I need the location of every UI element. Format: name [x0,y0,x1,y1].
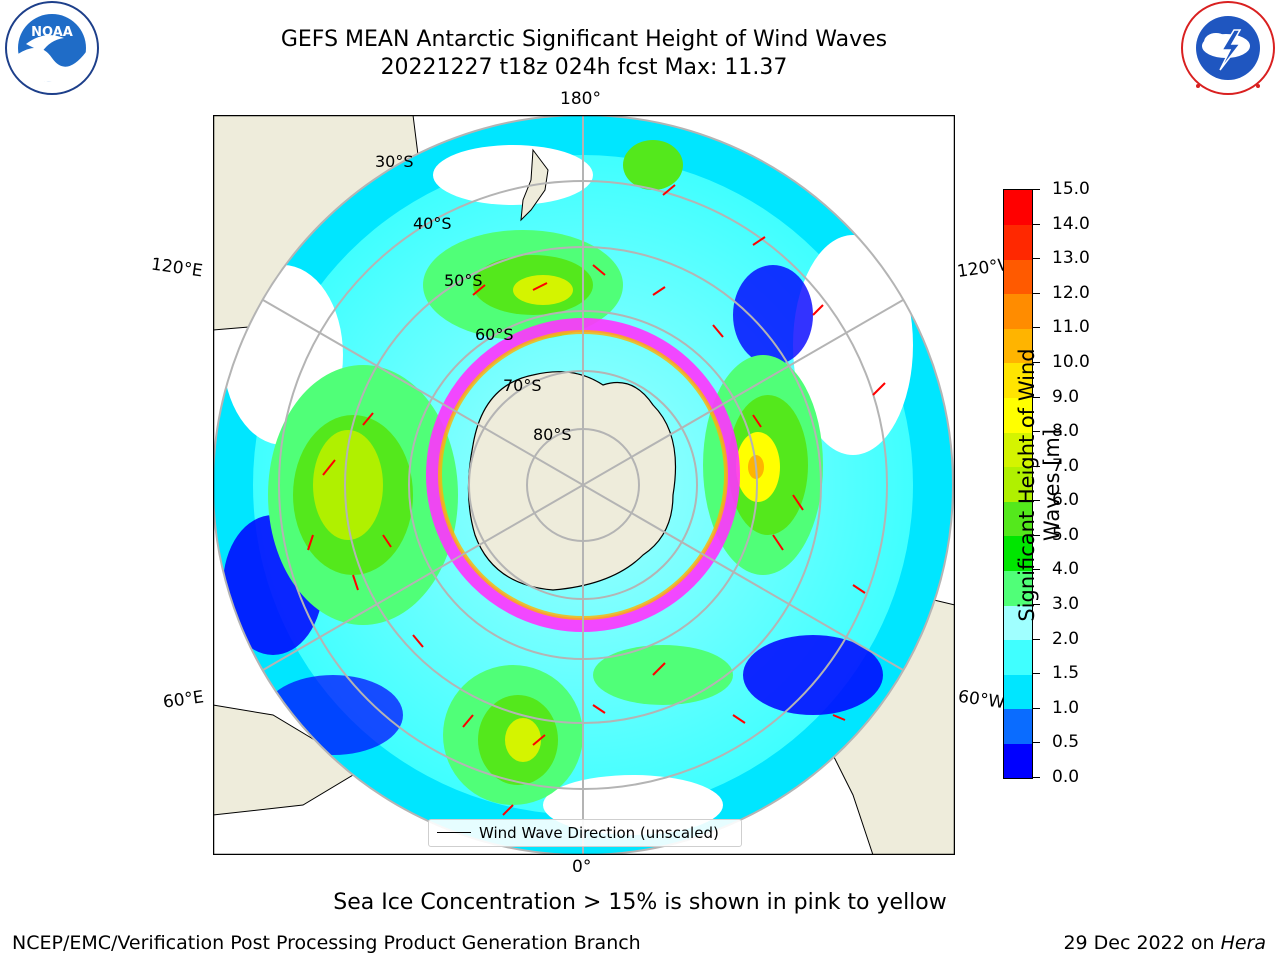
colorbar-tick-mark [1033,673,1040,675]
colorbar-tick-mark [1033,223,1040,225]
colorbar-tick-label: 12.0 [1052,282,1090,303]
lon-label-120e: 120°E [149,254,204,282]
lat-label-70s: 70°S [503,376,542,395]
footer-date-text: 29 Dec 2022 on [1063,932,1221,954]
colorbar-title: Significant Height of Wind Waves [m] [1015,348,1064,622]
colorbar-tick-mark [1033,292,1040,294]
colorbar-segment [1004,501,1032,537]
map-legend: Wind Wave Direction (unscaled) [428,819,742,847]
colorbar-segment [1004,605,1032,641]
colorbar-segment [1004,639,1032,675]
colorbar-tick-label: 6.0 [1052,490,1080,511]
colorbar-segment [1004,328,1032,364]
legend-label: Wind Wave Direction (unscaled) [479,824,719,842]
footer-date: 29 Dec 2022 on Hera [1063,932,1266,954]
colorbar-tick-label: 13.0 [1052,248,1090,269]
title-line-1: GEFS MEAN Antarctic Significant Height o… [280,27,888,52]
colorbar-segment [1004,259,1032,295]
colorbar-tick-mark [1033,396,1040,398]
nws-logo [1181,1,1275,95]
colorbar-segment [1004,293,1032,329]
colorbar-segment [1004,224,1032,260]
title-line-2: 20221227 t18z 024h fcst Max: 11.37 [380,55,788,80]
lat-label-50s: 50°S [444,271,483,290]
lon-label-0: 0° [572,857,592,877]
lon-label-60e: 60°E [161,687,206,713]
lat-label-40s: 40°S [413,214,452,233]
colorbar-segment [1004,674,1032,710]
colorbar-segment [1004,432,1032,468]
colorbar-segment [1004,397,1032,433]
colorbar-tick-label: 4.0 [1052,559,1080,580]
colorbar-tick-label: 1.5 [1052,663,1080,684]
lat-label-80s: 80°S [533,425,572,444]
colorbar-tick-label: 8.0 [1052,421,1080,442]
colorbar-tick-mark [1033,569,1040,571]
colorbar-tick-mark [1033,327,1040,329]
colorbar-tick-label: 7.0 [1052,455,1080,476]
colorbar-tick-mark [1033,604,1040,606]
colorbar-segment [1004,190,1032,226]
colorbar-segment [1004,466,1032,502]
colorbar-tick-mark [1033,258,1040,260]
colorbar-segment [1004,535,1032,571]
colorbar-segment [1004,570,1032,606]
colorbar-tick-label: 10.0 [1052,351,1090,372]
wind-arrows [307,184,886,816]
colorbar-tick-label: 0.5 [1052,732,1080,753]
colorbar-tick-mark [1033,534,1040,536]
wave-height-field [213,115,953,855]
colorbar-tick-label: 14.0 [1052,213,1090,234]
lat-label-30s: 30°S [375,152,414,171]
noaa-logo: NOAA [5,1,99,95]
colorbar-tick-mark [1033,361,1040,363]
colorbar-tick-label: 3.0 [1052,594,1080,615]
colorbar-tick-mark [1033,500,1040,502]
footer-branch: NCEP/EMC/Verification Post Processing Pr… [12,932,641,954]
colorbar-tick-label: 5.0 [1052,524,1080,545]
lon-label-60w: 60°W [956,686,1007,714]
colorbar [1003,189,1033,779]
sea-ice-caption: Sea Ice Concentration > 15% is shown in … [333,890,947,915]
footer-machine: Hera [1220,932,1266,954]
colorbar-tick-label: 11.0 [1052,317,1090,338]
map-panel [213,115,955,855]
colorbar-tick-mark [1033,465,1040,467]
colorbar-segment [1004,708,1032,744]
colorbar-tick-mark [1033,707,1040,709]
colorbar-segment [1004,362,1032,399]
lon-label-180: 180° [560,89,601,109]
colorbar-tick-mark [1033,431,1040,433]
legend-line-sample [437,832,471,833]
lat-label-60s: 60°S [475,325,514,344]
colorbar-tick-mark [1033,742,1040,744]
colorbar-tick-label: 15.0 [1052,179,1090,199]
colorbar-tick-mark [1033,638,1040,640]
noaa-logo-text: NOAA [31,25,73,40]
colorbar-tick-mark [1033,189,1040,190]
colorbar-tick-label: 2.0 [1052,628,1080,649]
colorbar-segment [1004,743,1032,779]
colorbar-tick-label: 0.0 [1052,767,1080,787]
colorbar-tick-mark [1033,777,1040,778]
graticule [213,115,954,855]
colorbar-tick-label: 9.0 [1052,386,1080,407]
colorbar-tick-label: 1.0 [1052,697,1080,718]
